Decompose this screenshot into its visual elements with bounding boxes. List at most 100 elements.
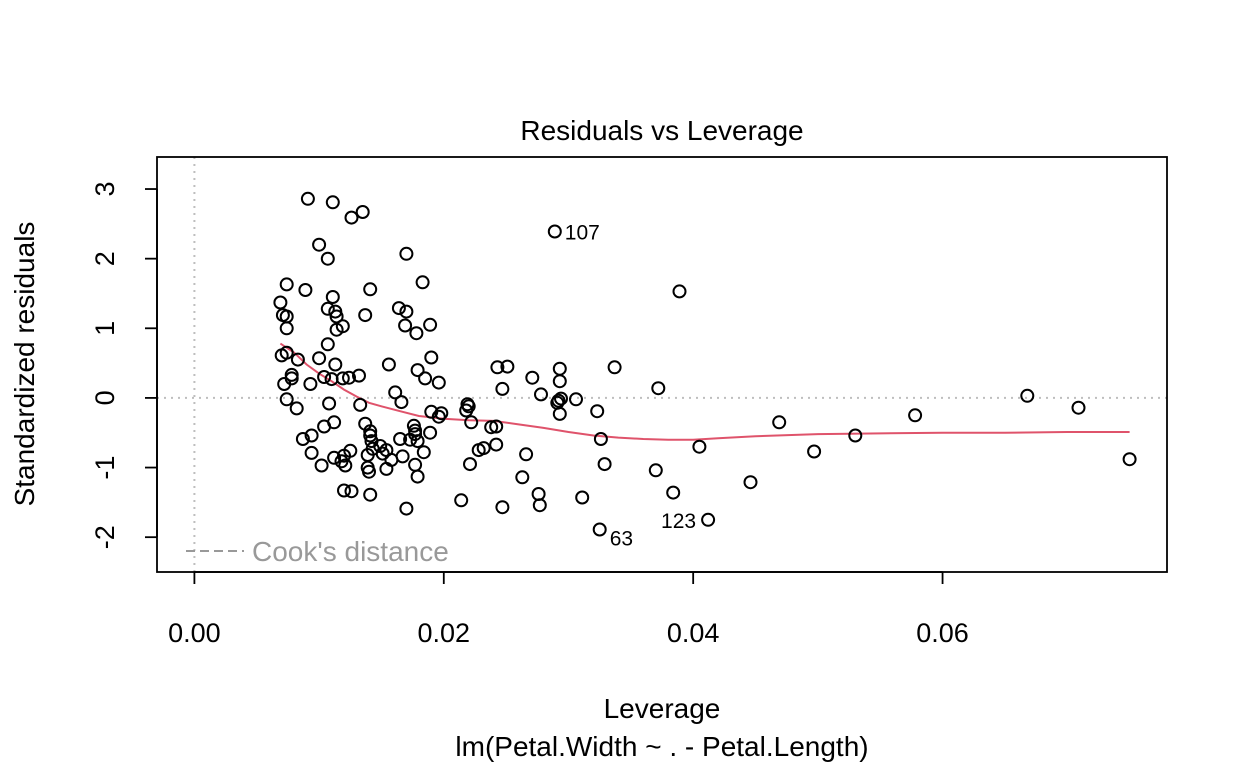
data-point xyxy=(388,385,403,400)
data-point xyxy=(590,404,605,419)
y-axis: -2 -1 0 1 2 3 xyxy=(90,181,158,549)
smooth-line xyxy=(279,342,1130,441)
data-point xyxy=(408,427,423,442)
data-point xyxy=(391,301,406,316)
data-point xyxy=(363,428,378,443)
data-point xyxy=(344,210,359,225)
data-point xyxy=(418,371,433,386)
x-tick-label: 0.00 xyxy=(168,618,221,648)
y-tick-label: 1 xyxy=(90,321,120,336)
data-point xyxy=(279,345,294,360)
data-point xyxy=(312,351,327,366)
data-point xyxy=(327,450,342,465)
data-point xyxy=(312,237,327,252)
point-label: 123 xyxy=(661,510,696,533)
data-point xyxy=(395,449,410,464)
data-point xyxy=(284,367,299,382)
data-point xyxy=(489,419,504,434)
legend: Cook's distance xyxy=(186,536,449,567)
data-point xyxy=(337,483,351,498)
data-point xyxy=(554,391,568,406)
legend-label: Cook's distance xyxy=(252,536,449,567)
data-point xyxy=(423,425,438,440)
x-axis: 0.00 0.02 0.04 0.06 xyxy=(168,571,969,648)
data-point xyxy=(531,487,546,501)
data-point xyxy=(666,485,681,500)
x-tick-label: 0.04 xyxy=(667,618,720,648)
data-point xyxy=(416,445,431,460)
point-label: 63 xyxy=(610,528,633,551)
data-point xyxy=(489,437,504,452)
data-point xyxy=(338,458,353,473)
data-point xyxy=(303,377,318,391)
y-tick-label: 2 xyxy=(90,251,120,266)
data-point xyxy=(399,501,414,516)
data-point xyxy=(325,195,340,210)
data-point xyxy=(362,464,376,479)
data-point xyxy=(289,401,304,416)
data-point xyxy=(464,415,479,430)
data-point xyxy=(410,434,425,449)
data-point xyxy=(552,361,567,376)
data-point xyxy=(592,522,607,537)
data-point xyxy=(304,445,319,460)
data-point xyxy=(329,309,344,324)
data-point xyxy=(484,420,499,435)
data-point xyxy=(743,475,758,490)
data-point xyxy=(320,301,335,316)
data-point xyxy=(515,470,530,485)
data-point xyxy=(552,374,567,389)
data-point xyxy=(461,399,476,414)
data-point xyxy=(424,350,439,365)
data-point xyxy=(807,444,822,459)
data-point xyxy=(355,205,370,219)
x-axis-subtitle: lm(Petal.Width ~ . - Petal.Length) xyxy=(455,731,868,762)
data-point xyxy=(335,319,350,334)
data-point xyxy=(500,359,515,374)
data-point xyxy=(463,457,477,472)
data-point xyxy=(410,363,425,378)
data-point xyxy=(648,463,663,478)
data-point xyxy=(415,275,430,290)
data-point xyxy=(672,284,687,299)
points-group xyxy=(273,191,1137,537)
data-point xyxy=(399,246,414,261)
data-point xyxy=(534,387,548,402)
data-point xyxy=(363,282,378,297)
data-point xyxy=(295,432,310,446)
data-point xyxy=(381,357,396,372)
data-point xyxy=(1071,400,1086,415)
data-point xyxy=(398,318,413,333)
data-point xyxy=(454,493,469,508)
x-tick-label: 0.02 xyxy=(418,618,471,648)
x-axis-label: Leverage xyxy=(604,693,721,724)
y-tick-label: -1 xyxy=(90,456,120,480)
y-tick-label: -2 xyxy=(90,525,120,549)
data-point xyxy=(495,381,510,396)
data-point xyxy=(597,457,612,472)
point-labels-group: 107 63 123 xyxy=(565,222,696,551)
data-point xyxy=(431,409,446,424)
data-point xyxy=(1020,388,1035,403)
y-tick-label: 0 xyxy=(90,390,120,405)
data-point xyxy=(908,408,923,423)
chart-title: Residuals vs Leverage xyxy=(520,115,803,146)
y-axis-label: Standardized residuals xyxy=(9,222,40,507)
data-point xyxy=(848,428,863,443)
data-point xyxy=(410,469,425,484)
data-point xyxy=(343,443,358,458)
data-point xyxy=(532,498,547,513)
data-point xyxy=(290,352,305,367)
data-point xyxy=(547,224,562,239)
data-point xyxy=(304,428,319,443)
data-point xyxy=(279,277,294,292)
data-point xyxy=(273,295,288,310)
data-point xyxy=(358,308,373,323)
data-point xyxy=(552,406,567,421)
data-point xyxy=(352,368,366,383)
data-point xyxy=(300,191,315,206)
data-point xyxy=(327,415,342,430)
data-point xyxy=(575,490,590,505)
data-point xyxy=(399,304,414,319)
